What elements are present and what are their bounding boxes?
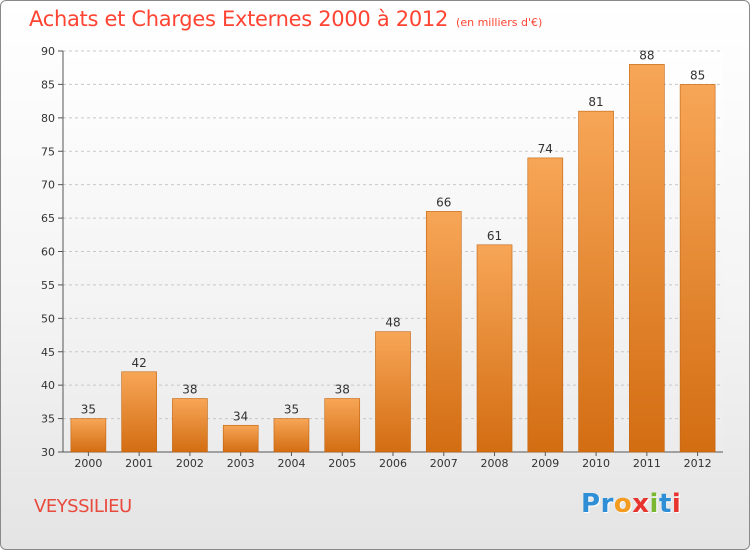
bar-2003 bbox=[222, 424, 259, 453]
bar-2004 bbox=[273, 418, 310, 453]
bar-2012 bbox=[679, 84, 716, 453]
value-label-2003: 34 bbox=[233, 409, 248, 423]
bar-2010 bbox=[578, 110, 614, 453]
y-tick-label: 35 bbox=[41, 413, 55, 426]
y-tick-label: 90 bbox=[41, 45, 55, 58]
y-tick-label: 85 bbox=[41, 78, 55, 91]
bar-2001 bbox=[121, 371, 157, 453]
logo-letter: x bbox=[632, 489, 650, 519]
bars bbox=[70, 64, 716, 453]
logo-letter: i bbox=[671, 489, 682, 519]
labels: 30 35 40 45 50 55 60 65 70 75 80 85 90 35 2000 42 2001 38… bbox=[41, 45, 712, 470]
y-tick-label: 70 bbox=[41, 179, 55, 192]
logo-letter: i bbox=[649, 489, 659, 519]
y-tick-label: 50 bbox=[41, 312, 55, 325]
value-label-2011: 88 bbox=[639, 48, 654, 62]
y-tick-label: 60 bbox=[41, 246, 55, 259]
value-label-2002: 38 bbox=[182, 383, 197, 397]
x-tick-label-2006: 2006 bbox=[379, 457, 407, 470]
value-label-2008: 61 bbox=[487, 229, 502, 243]
logo-letter: r bbox=[600, 489, 614, 519]
y-tick-label: 40 bbox=[41, 379, 55, 392]
x-tick-label-2001: 2001 bbox=[125, 457, 153, 470]
logo-letter: t bbox=[658, 489, 672, 519]
bar-2006 bbox=[375, 331, 411, 453]
x-tick-label-2009: 2009 bbox=[531, 457, 559, 470]
logo-letter: o bbox=[613, 489, 633, 519]
x-tick-label-2002: 2002 bbox=[176, 457, 204, 470]
commune-name: VEYSSILIEU bbox=[34, 496, 132, 517]
bar-2011 bbox=[629, 64, 665, 453]
value-label-2004: 35 bbox=[284, 403, 299, 417]
y-tick-label: 30 bbox=[41, 446, 55, 459]
bar-2002 bbox=[172, 398, 208, 453]
bar-2000 bbox=[70, 418, 107, 453]
x-tick-label-2007: 2007 bbox=[430, 457, 458, 470]
y-tick-label: 65 bbox=[41, 212, 55, 225]
y-tick-label: 75 bbox=[41, 145, 55, 158]
x-tick-label-2003: 2003 bbox=[227, 457, 255, 470]
chart-title-text: Achats et Charges Externes 2000 à 2012 bbox=[29, 7, 449, 31]
logo-letter: P bbox=[581, 489, 601, 519]
chart-title: Achats et Charges Externes 2000 à 2012 (e… bbox=[29, 7, 542, 31]
bar-2007 bbox=[425, 211, 462, 453]
proxiti-logo: Proxiti bbox=[581, 489, 681, 519]
value-label-2009: 74 bbox=[538, 142, 553, 156]
value-label-2010: 81 bbox=[588, 95, 603, 109]
x-tick-label-2010: 2010 bbox=[582, 457, 610, 470]
value-label-2012: 85 bbox=[690, 68, 705, 82]
x-tick-label-2011: 2011 bbox=[633, 457, 661, 470]
y-tick-label: 45 bbox=[41, 346, 55, 359]
value-label-2006: 48 bbox=[385, 316, 400, 330]
x-tick-label-2004: 2004 bbox=[277, 457, 305, 470]
x-tick-label-2000: 2000 bbox=[74, 457, 102, 470]
bar-2008 bbox=[476, 244, 513, 453]
x-tick-label-2005: 2005 bbox=[328, 457, 356, 470]
bar-2005 bbox=[324, 398, 361, 453]
value-label-2000: 35 bbox=[81, 403, 96, 417]
value-label-2007: 66 bbox=[436, 195, 451, 209]
x-tick-label-2012: 2012 bbox=[684, 457, 712, 470]
y-tick-label: 55 bbox=[41, 279, 55, 292]
value-label-2001: 42 bbox=[132, 356, 147, 370]
value-label-2005: 38 bbox=[335, 383, 350, 397]
y-tick-label: 80 bbox=[41, 112, 55, 125]
bar-2009 bbox=[527, 157, 564, 453]
chart-subtitle: (en milliers d'€) bbox=[456, 16, 543, 29]
x-tick-label-2008: 2008 bbox=[481, 457, 509, 470]
